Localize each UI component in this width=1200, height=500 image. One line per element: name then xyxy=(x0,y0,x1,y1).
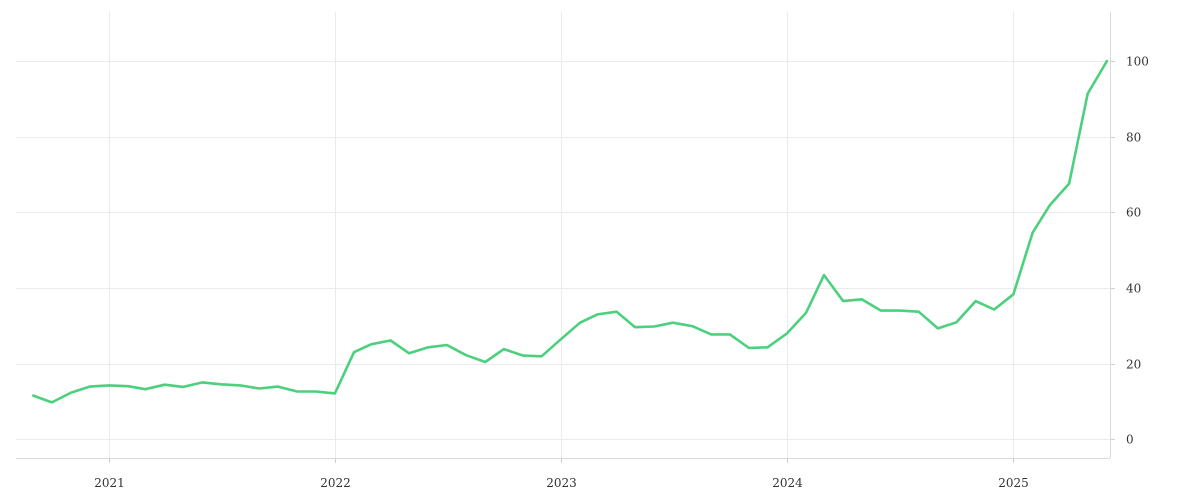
series-layer xyxy=(31,59,1109,404)
y-tick-label: 40 xyxy=(1126,282,1141,296)
x-gridlines xyxy=(109,12,1014,458)
y-axis-ticks: 0 20 40 60 80 100 xyxy=(1110,55,1149,447)
x-tick-label: 2023 xyxy=(546,476,577,490)
y-tick-label: 100 xyxy=(1126,55,1149,69)
x-tick-label: 2025 xyxy=(998,476,1029,490)
x-tick-label: 2022 xyxy=(320,476,351,490)
series-line xyxy=(31,59,1109,404)
y-tick-label: 80 xyxy=(1126,131,1141,145)
y-tick-label: 0 xyxy=(1126,433,1134,447)
x-tick-label: 2024 xyxy=(772,476,803,490)
y-tick-label: 20 xyxy=(1126,358,1141,372)
x-tick-label: 2021 xyxy=(94,476,125,490)
y-gridlines xyxy=(16,61,1110,440)
y-tick-label: 60 xyxy=(1126,206,1141,220)
x-axis-ticks: 2021 2022 2023 2024 2025 xyxy=(94,458,1029,490)
